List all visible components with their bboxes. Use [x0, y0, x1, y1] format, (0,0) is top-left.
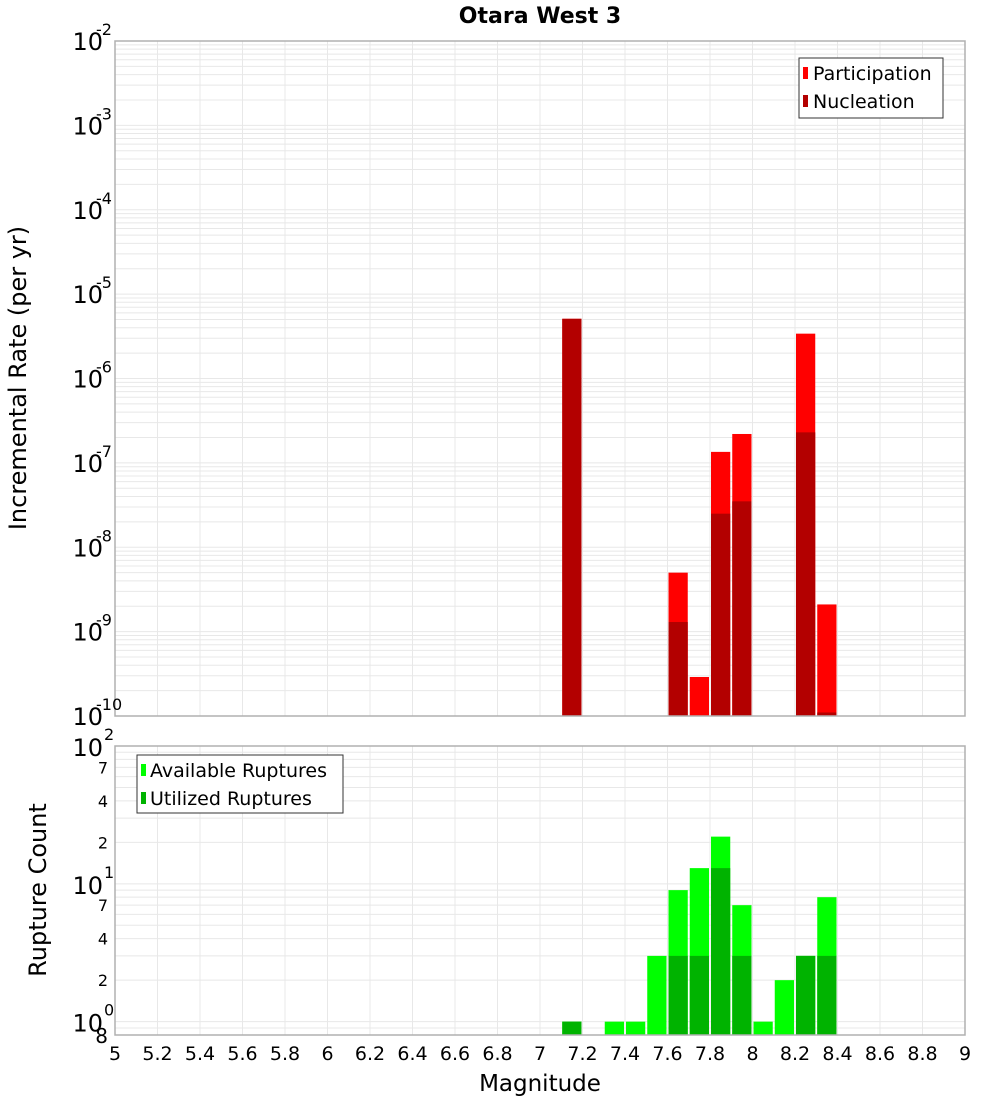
y-tick-exponent: 0 [104, 1001, 114, 1020]
y-tick-label: 10 [72, 28, 103, 56]
bar-nucleation [562, 318, 582, 716]
y-tick-exponent: -10 [96, 695, 122, 714]
plot-frame [114, 745, 966, 1036]
bar-available-ruptures [774, 980, 794, 1035]
bar-utilized-ruptures [796, 955, 816, 1035]
x-tick-label: 8.2 [780, 1043, 810, 1065]
y-tick-label: 10 [72, 703, 103, 731]
y-tick-label: 10 [72, 534, 103, 562]
bar-utilized-ruptures [732, 955, 752, 1035]
bar-nucleation [732, 501, 752, 716]
y-tick-label: 10 [72, 112, 103, 140]
bar-participation [817, 604, 837, 716]
x-tick-label: 6.6 [440, 1043, 470, 1065]
x-tick-label: 7.4 [610, 1043, 640, 1065]
legend-box [798, 57, 944, 119]
x-tick-label: 6.8 [482, 1043, 512, 1065]
x-tick-label: 5.4 [185, 1043, 215, 1065]
legend-label-nucleation: Nucleation [813, 91, 915, 113]
x-tick-label: 8.8 [907, 1043, 937, 1065]
chart-title: Otara West 3 [458, 4, 622, 29]
y-axis-label: Rupture Count [24, 803, 52, 977]
legend-rate: Participation Nucleation [798, 57, 944, 119]
bar-nucleation [711, 513, 731, 716]
x-tick-label: 9 [959, 1043, 971, 1065]
x-tick-label: 7 [534, 1043, 546, 1065]
x-tick-label: 5.2 [142, 1043, 172, 1065]
y-tick-exponent: -4 [96, 189, 112, 208]
y-tick-exponent: 1 [104, 863, 114, 882]
y-tick-label: 10 [72, 734, 103, 762]
y-tick-label: 10 [72, 281, 103, 309]
y-minor-tick-label: 4 [98, 792, 108, 811]
bar-utilized-ruptures [817, 955, 837, 1035]
x-tick-label: 6.4 [397, 1043, 427, 1065]
bar-available-ruptures [604, 1021, 624, 1035]
legend-box [136, 754, 344, 814]
legend-label-participation: Participation [813, 63, 932, 85]
x-tick-label: 6 [321, 1043, 333, 1065]
bar-available-ruptures [753, 1021, 773, 1035]
x-tick-label: 5 [109, 1043, 121, 1065]
y-minor-tick-label: 7 [98, 896, 108, 915]
x-tick-label: 7.2 [567, 1043, 597, 1065]
legend-label-utilized: Utilized Ruptures [150, 788, 312, 810]
rate-plot: 10-210-310-410-510-610-710-810-910-10Inc… [4, 20, 966, 731]
bar-utilized-ruptures [711, 868, 731, 1035]
bar-available-ruptures [647, 955, 667, 1035]
y-tick-exponent: -3 [96, 104, 112, 123]
y-tick-label: 10 [72, 366, 103, 394]
y-minor-tick-label: 2 [98, 833, 108, 852]
bar-participation [689, 676, 709, 716]
legend-swatch-utilized [141, 792, 146, 804]
y-axis-label: Incremental Rate (per yr) [4, 226, 32, 530]
y-tick-exponent: 2 [104, 725, 114, 744]
x-tick-label: 6.2 [355, 1043, 385, 1065]
x-tick-label: 8.4 [822, 1043, 852, 1065]
y-tick-exponent: -8 [96, 526, 112, 545]
bar-utilized-ruptures [562, 1021, 582, 1035]
legend-count: Available Ruptures Utilized Ruptures [136, 754, 344, 814]
y-tick-label: 10 [72, 872, 103, 900]
y-tick-exponent: -2 [96, 20, 112, 39]
x-axis-label: Magnitude [479, 1071, 601, 1097]
x-tick-label: 7.8 [695, 1043, 725, 1065]
y-tick-label: 10 [72, 197, 103, 225]
y-tick-exponent: -6 [96, 358, 112, 377]
x-tick-label: 5.8 [270, 1043, 300, 1065]
y-tick-label: 10 [72, 1010, 103, 1038]
bar-utilized-ruptures [689, 955, 709, 1035]
y-minor-tick-label: 8 [95, 1024, 108, 1048]
x-tick-label: 8.6 [865, 1043, 895, 1065]
bar-nucleation [668, 622, 688, 716]
legend-swatch-participation [803, 67, 808, 79]
x-tick-label: 5.6 [227, 1043, 257, 1065]
legend-swatch-nucleation [803, 95, 808, 107]
y-tick-label: 10 [72, 450, 103, 478]
y-tick-exponent: -5 [96, 273, 112, 292]
y-tick-exponent: -9 [96, 611, 112, 630]
plot-frame [114, 40, 966, 717]
x-tick-label: 7.6 [652, 1043, 682, 1065]
legend-label-available: Available Ruptures [150, 760, 327, 782]
bar-utilized-ruptures [668, 955, 688, 1035]
y-tick-exponent: -7 [96, 442, 112, 461]
y-minor-tick-label: 7 [98, 758, 108, 777]
bar-nucleation [817, 712, 837, 716]
x-tick-label: 8 [746, 1043, 758, 1065]
bar-nucleation [796, 432, 816, 716]
y-minor-tick-label: 4 [98, 930, 108, 949]
y-minor-tick-label: 2 [98, 971, 108, 990]
y-tick-label: 10 [72, 619, 103, 647]
bar-available-ruptures [626, 1021, 646, 1035]
legend-swatch-available [141, 764, 146, 776]
